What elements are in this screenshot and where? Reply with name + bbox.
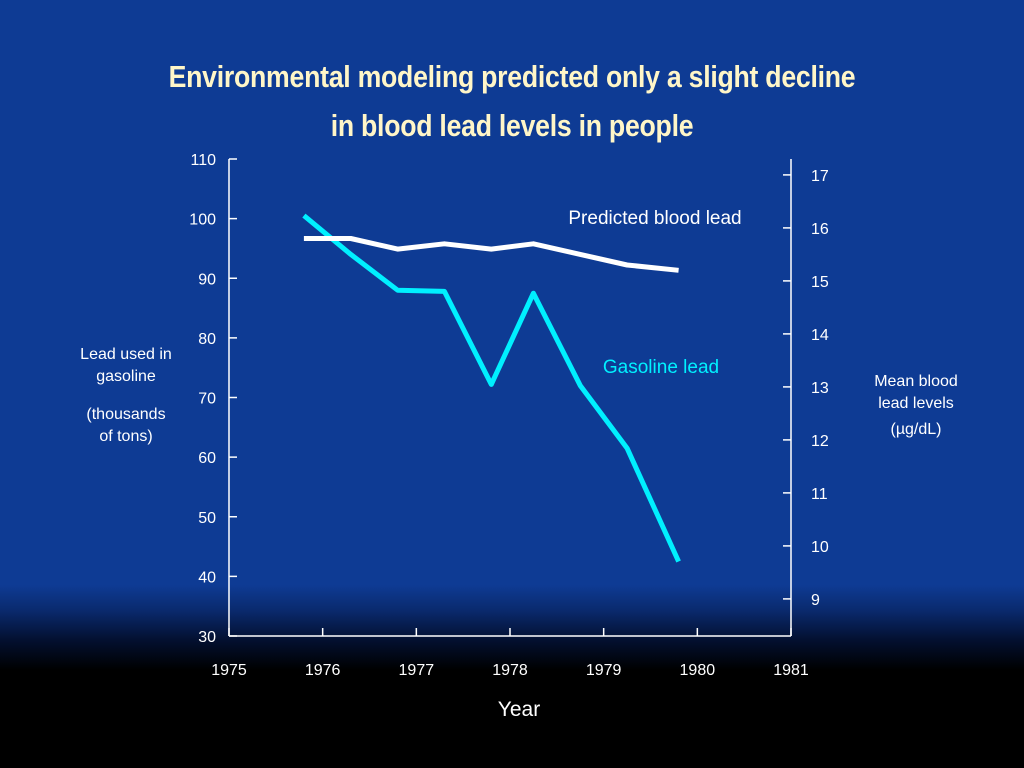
left-y-tick-label: 100 bbox=[189, 212, 216, 229]
x-tick-label: 1977 bbox=[399, 662, 435, 679]
left-axis-label-line-1: Lead used in bbox=[80, 346, 172, 363]
right-y-tick-label: 12 bbox=[811, 433, 829, 450]
right-y-tick-label: 16 bbox=[811, 221, 829, 238]
left-axis-label-line-2: gasoline bbox=[96, 368, 156, 385]
predicted-blood-lead-label: Predicted blood lead bbox=[568, 208, 741, 229]
left-axis-label: Lead used in gasoline (thousands of tons… bbox=[60, 344, 192, 448]
left-y-tick-label: 40 bbox=[198, 569, 216, 586]
left-y-tick-label: 80 bbox=[198, 331, 216, 348]
left-y-tick-label: 110 bbox=[190, 152, 216, 169]
right-y-tick-label: 14 bbox=[811, 327, 829, 344]
left-y-tick-label: 60 bbox=[198, 450, 216, 467]
left-y-tick-label: 70 bbox=[198, 391, 216, 408]
slide-title: Environmental modeling predicted only a … bbox=[72, 52, 953, 150]
x-tick-label: 1981 bbox=[773, 662, 809, 679]
gasoline-lead-label: Gasoline lead bbox=[603, 357, 719, 378]
right-y-tick-label: 17 bbox=[811, 168, 829, 185]
series-layer bbox=[302, 213, 681, 563]
left-y-tick-label: 90 bbox=[198, 271, 216, 288]
predicted-blood-lead-line bbox=[303, 236, 679, 273]
left-y-tick-label: 50 bbox=[198, 510, 216, 527]
right-y-tick-label: 15 bbox=[811, 274, 829, 291]
right-axis-label-line-1: Mean blood bbox=[874, 373, 958, 390]
right-y-tick-label: 10 bbox=[811, 539, 829, 556]
left-axis-label-line-3: (thousands bbox=[86, 406, 166, 423]
right-y-tick-label: 13 bbox=[811, 380, 829, 397]
left-y-tick-label: 30 bbox=[198, 629, 216, 646]
right-axis-label-line-2: lead levels bbox=[878, 395, 954, 412]
title-line-2: in blood lead levels in people bbox=[330, 108, 694, 143]
right-axis-label: Mean blood lead levels (µg/dL) bbox=[846, 371, 986, 441]
left-axis-label-line-4: of tons) bbox=[99, 428, 153, 445]
right-y-tick-label: 9 bbox=[811, 592, 820, 609]
axes: 30 40 50 60 70 80 90 100 110 1975 1976 1977 1978 1979… bbox=[189, 152, 829, 721]
x-tick-label: 1976 bbox=[305, 662, 341, 679]
right-axis-label-line-3: (µg/dL) bbox=[890, 421, 942, 438]
x-tick-label: 1979 bbox=[586, 662, 622, 679]
right-y-tick-label: 11 bbox=[811, 486, 828, 503]
x-tick-label: 1978 bbox=[492, 662, 528, 679]
gasoline-lead-line bbox=[302, 213, 681, 563]
x-tick-label: 1980 bbox=[680, 662, 716, 679]
x-tick-label: 1975 bbox=[211, 662, 247, 679]
title-line-1: Environmental modeling predicted only a … bbox=[168, 59, 856, 94]
labels: Predicted blood lead Gasoline lead bbox=[568, 208, 741, 378]
x-axis-title: Year bbox=[498, 698, 540, 721]
